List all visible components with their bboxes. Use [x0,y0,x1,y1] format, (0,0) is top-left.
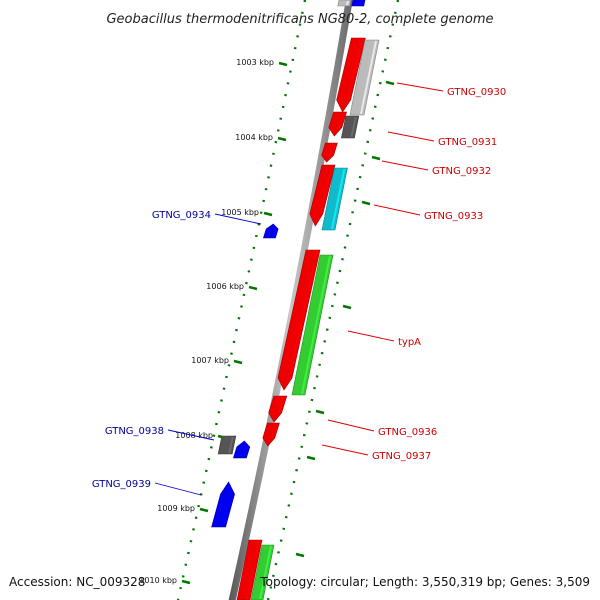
gene-feature-highlight [318,165,333,215]
gene-feature-highlight [246,540,260,600]
genome-summary-text: Topology: circular; Length: 3,550,319 bp… [259,575,590,589]
kbp-tick-mark [233,359,243,365]
gene-leader-line [373,204,421,216]
gene-feature-highlight [288,250,318,379]
gene-leader-line [387,131,435,142]
minor-tick-mark [306,455,316,461]
gene-feature-block[interactable] [351,0,366,7]
gene-label[interactable]: GTNG_0938 [105,426,164,437]
gene-feature-highlight [360,40,377,115]
gene-feature-block[interactable] [232,440,251,459]
minor-tick-mark [385,80,395,86]
gene-feature-block[interactable] [337,0,352,7]
gene-label[interactable]: GTNG_0933 [424,211,483,222]
inner-dotted-guide [176,0,307,600]
gene-label[interactable]: GTNG_0931 [438,137,497,148]
gene-leader-line [327,419,375,432]
minor-tick-mark [342,304,352,310]
accession-text: Accession: NC_009328 [9,575,145,589]
gene-feature-block[interactable] [262,223,279,239]
kbp-tick-label: 1006 kbp [206,282,244,291]
gene-feature-highlight [359,0,363,6]
gene-feature-highlight [270,423,278,439]
kbp-tick-mark [248,285,258,291]
leader-lines: GTNG_0930 GTNG_0931 GTNG_0932 GTNG_0933 GTNG… [92,82,506,496]
kbp-tick-mark [199,507,209,513]
gene-feature-highlight [277,396,285,414]
minor-tick-mark [371,155,381,161]
gene-label[interactable]: GTNG_0932 [432,166,491,177]
ruler-ticks: 1003 kbp 1004 kbp 1005 kbp 1006 kbp 1007 kbp… [139,58,395,585]
kbp-tick-mark [278,61,288,67]
genome-backbone [228,0,353,600]
kbp-tick-label: 1009 kbp [157,504,195,513]
gene-label[interactable]: GTNG_0934 [152,210,211,221]
gene-features [211,0,380,600]
kbp-tick-label: 1003 kbp [236,58,274,67]
gene-leader-line [154,482,202,496]
gene-feature-block[interactable] [211,481,235,528]
kbp-tick-label: 1007 kbp [191,356,229,365]
gene-leader-line [396,82,444,92]
kbp-tick-label: 1010 kbp [139,576,177,585]
gene-leader-line [347,330,395,342]
gene-label[interactable]: typA [398,337,421,348]
minor-tick-mark [315,409,325,415]
gene-label[interactable]: GTNG_0936 [378,427,437,438]
kbp-tick-mark [277,136,287,142]
minor-tick-mark [361,200,371,206]
kbp-tick-mark [263,211,273,217]
gene-feature-highlight [259,545,272,600]
gene-feature-highlight [271,228,277,238]
gene-feature-highlight [331,168,346,230]
gene-feature-highlight [337,112,345,128]
gene-feature-highlight [228,436,234,454]
gene-leader-line [167,429,215,441]
gene-label[interactable]: GTNG_0939 [92,479,151,490]
kbp-tick-label: 1005 kbp [221,208,259,217]
gene-feature-highlight [346,38,364,101]
gene-feature-highlight [345,0,349,6]
gene-feature-highlight [221,493,233,527]
gene-label[interactable]: GTNG_0937 [372,451,431,462]
kbp-tick-label: 1004 kbp [235,133,273,142]
gene-leader-line [214,213,262,225]
minor-tick-mark [295,552,305,558]
gene-feature-highlight [301,255,331,395]
gene-feature-highlight [350,116,357,138]
gene-leader-line [381,160,429,171]
map-title: Geobacillus thermodenitrificans NG80-2, … [106,12,493,27]
gene-feature-highlight [329,143,336,156]
kbp-tick-mark [181,579,191,585]
gene-label[interactable]: GTNG_0930 [447,87,506,98]
gene-feature-highlight [242,446,248,458]
gene-leader-line [321,444,369,456]
